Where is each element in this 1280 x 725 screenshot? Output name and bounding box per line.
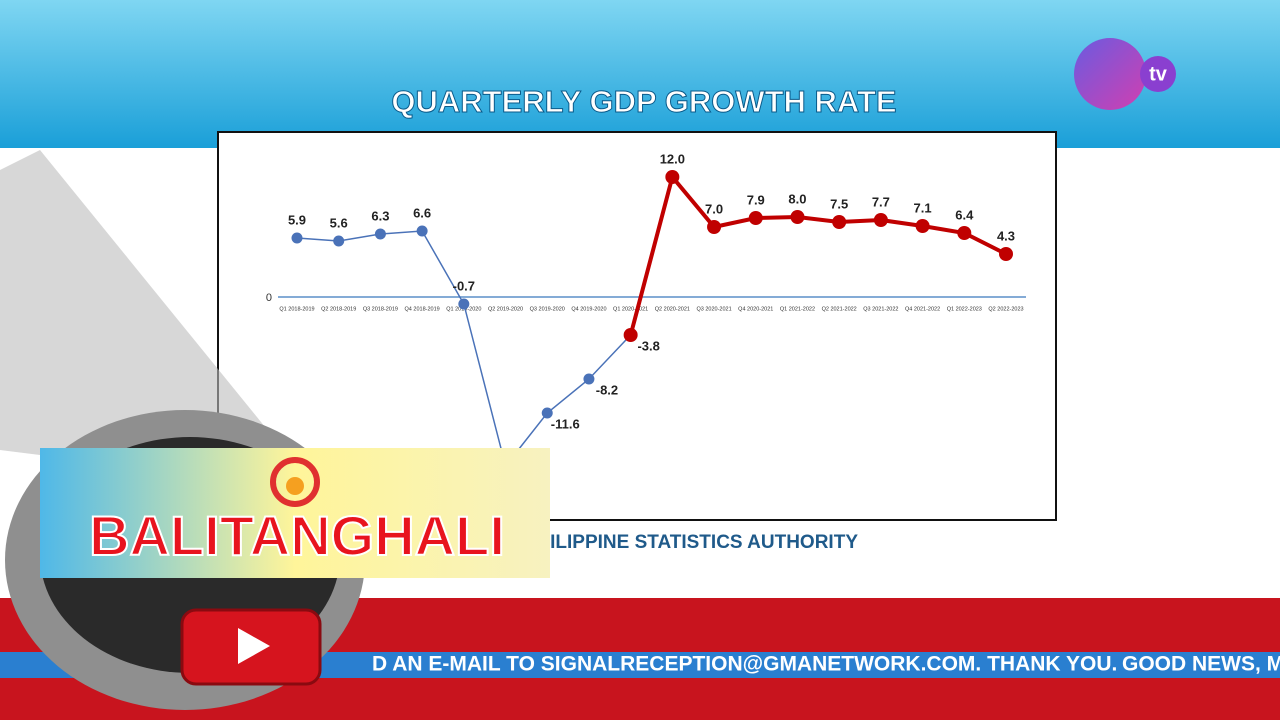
data-point <box>583 373 595 385</box>
x-tick-label: Q3 2020-2021 <box>696 306 731 312</box>
data-label: 6.4 <box>955 207 974 222</box>
data-label: -8.2 <box>596 382 618 397</box>
y-tick-label: 0 <box>266 292 272 304</box>
x-tick-label: Q1 2018-2019 <box>279 306 314 312</box>
x-tick-label: Q4 2019-2020 <box>571 306 606 312</box>
x-tick-label: Q2 2021-2022 <box>822 306 857 312</box>
data-point <box>707 220 722 234</box>
data-point <box>623 328 638 342</box>
data-point <box>291 232 303 244</box>
data-label: 7.0 <box>705 201 723 216</box>
x-tick-label: Q3 2021-2022 <box>863 306 898 312</box>
x-tick-label: Q4 2021-2022 <box>905 306 940 312</box>
decor-stripe <box>0 150 300 470</box>
play-icon <box>238 628 270 664</box>
data-point <box>748 211 763 225</box>
x-tick-label: Q4 2018-2019 <box>405 306 440 312</box>
x-tick-label: Q2 2020-2021 <box>655 306 690 312</box>
x-tick-label: Q2 2022-2023 <box>988 306 1023 312</box>
chart-source: PHILIPPINE STATISTICS AUTHORITY <box>524 532 859 553</box>
data-point <box>873 213 888 227</box>
series-line <box>628 172 1007 336</box>
data-label: -11.6 <box>551 416 580 431</box>
show-logo-icon <box>270 457 320 507</box>
data-label: 7.9 <box>747 192 765 207</box>
ticker-next: GOOD NEWS, M <box>1122 653 1280 676</box>
channel-logo-badge <box>1140 56 1176 92</box>
data-label: 7.1 <box>914 200 932 215</box>
channel-logo <box>1074 38 1146 110</box>
data-point <box>999 247 1013 261</box>
show-logo-text: BALITANGHALI <box>89 504 505 567</box>
x-tick-label: Q1 2021-2022 <box>780 306 815 312</box>
data-label: 7.5 <box>830 196 848 211</box>
x-tick-label: Q3 2018-2019 <box>363 306 398 312</box>
data-point <box>832 215 847 229</box>
data-label: 4.3 <box>997 228 1015 243</box>
x-tick-label: Q2 2019-2020 <box>488 306 523 312</box>
data-point <box>665 170 680 184</box>
data-label: 6.3 <box>371 208 389 223</box>
channel-logo-text: tv <box>1149 63 1168 85</box>
data-label: 8.0 <box>788 191 806 206</box>
data-point <box>416 225 428 237</box>
ticker-text: D AN E-MAIL TO SIGNALRECEPTION@GMANETWOR… <box>372 653 1117 676</box>
data-point <box>957 226 972 240</box>
show-logo-bg <box>40 448 550 578</box>
data-point <box>790 210 805 224</box>
data-point <box>915 219 930 233</box>
title: QUARTERLY GDP GROWTH RATE <box>391 84 896 119</box>
data-point <box>458 298 470 310</box>
data-point <box>333 235 345 247</box>
data-label: 5.6 <box>330 215 348 230</box>
data-label: -0.7 <box>453 278 475 293</box>
show-logo-icon-sun <box>286 477 304 495</box>
x-tick-label: Q3 2019-2020 <box>530 306 565 312</box>
x-tick-label: Q1 2022-2023 <box>947 306 982 312</box>
x-tick-label: Q2 2018-2019 <box>321 306 356 312</box>
data-label: 7.7 <box>872 194 890 209</box>
data-point <box>374 228 386 240</box>
data-label: 6.6 <box>413 205 431 220</box>
x-tick-label: Q1 2020-2021 <box>613 306 648 312</box>
data-point <box>541 407 553 419</box>
data-label: 12.0 <box>660 151 685 166</box>
data-label: 5.9 <box>288 212 306 227</box>
x-tick-label: Q4 2020-2021 <box>738 306 773 312</box>
data-label: -3.8 <box>637 338 659 353</box>
header-band <box>0 0 1280 148</box>
